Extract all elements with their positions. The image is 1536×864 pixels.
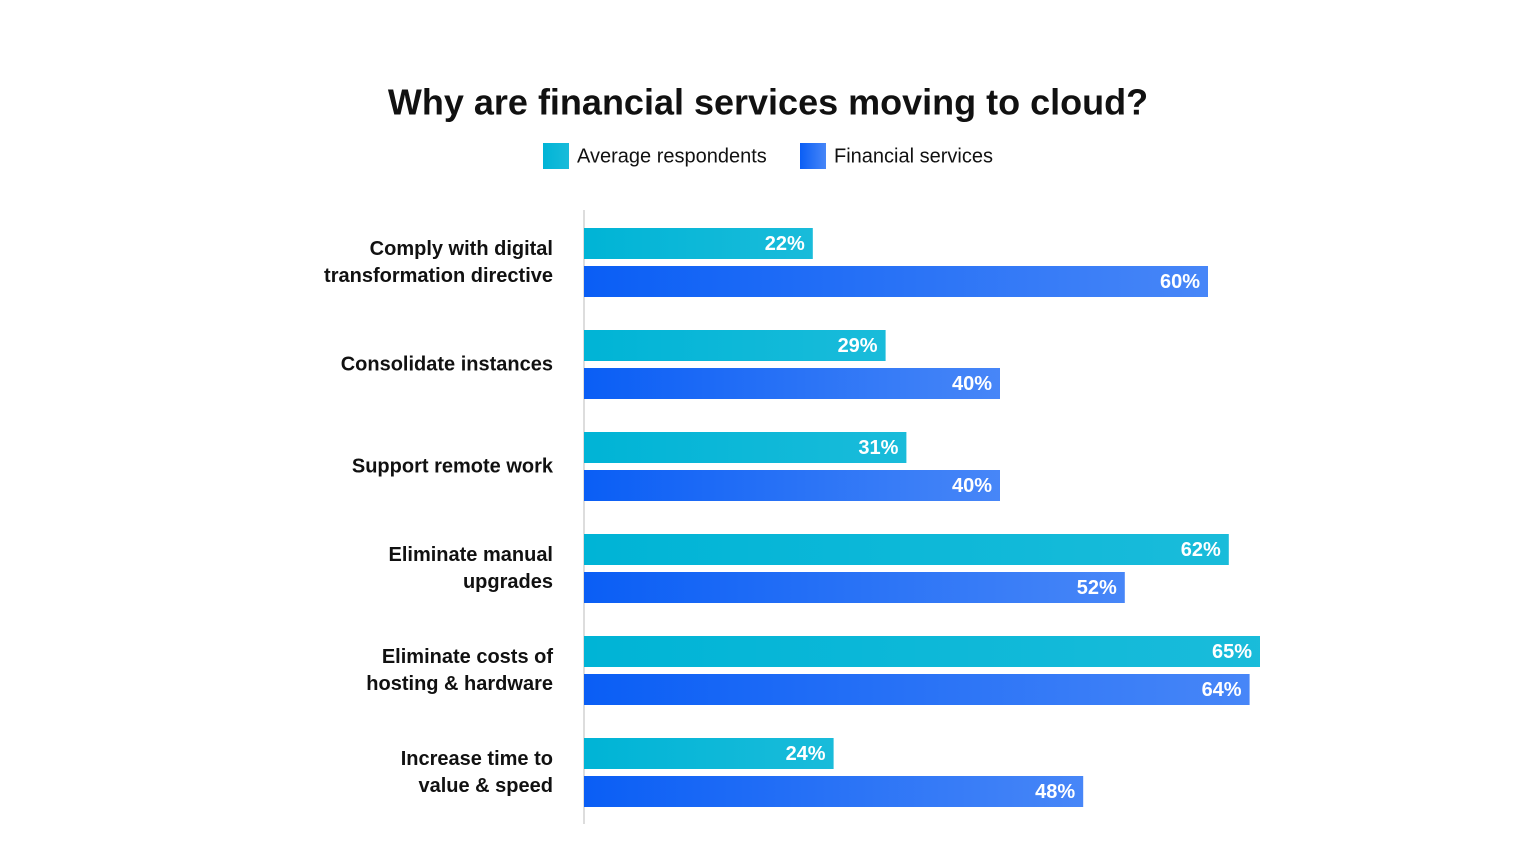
- bar: [584, 368, 1000, 399]
- bar: [584, 228, 813, 259]
- value-label: 40%: [952, 475, 992, 497]
- legend-swatch: [543, 143, 569, 169]
- bar: [584, 432, 907, 463]
- value-label: 24%: [786, 743, 826, 765]
- legend-label: Financial services: [834, 145, 993, 167]
- value-label: 65%: [1212, 641, 1252, 663]
- value-label: 31%: [858, 437, 898, 459]
- bar: [584, 470, 1000, 501]
- bar: [584, 738, 834, 769]
- bar: [584, 636, 1260, 667]
- category-label: Consolidate instances: [340, 353, 553, 375]
- category-label: Eliminate costs of hosting & hardware: [366, 645, 553, 695]
- category-label: Support remote work: [351, 455, 553, 477]
- category-label: Increase time to value & speed: [400, 747, 553, 797]
- chart-title: Why are financial services moving to clo…: [388, 82, 1148, 123]
- bar: [584, 674, 1250, 705]
- legend-swatch: [800, 143, 826, 169]
- category-label: Eliminate manual upgrades: [388, 543, 554, 593]
- bar: [584, 572, 1125, 603]
- bar: [584, 534, 1229, 565]
- legend-label: Average respondents: [577, 145, 767, 167]
- value-label: 48%: [1035, 781, 1075, 803]
- value-label: 52%: [1077, 577, 1117, 599]
- value-label: 40%: [952, 373, 992, 395]
- value-label: 64%: [1202, 679, 1242, 701]
- bar: [584, 266, 1208, 297]
- value-label: 62%: [1181, 539, 1221, 561]
- bar: [584, 330, 886, 361]
- value-label: 29%: [838, 335, 878, 357]
- bar: [584, 776, 1084, 807]
- value-label: 60%: [1160, 271, 1200, 293]
- category-label: Comply with digital transformation direc…: [324, 237, 553, 287]
- value-label: 22%: [765, 233, 805, 255]
